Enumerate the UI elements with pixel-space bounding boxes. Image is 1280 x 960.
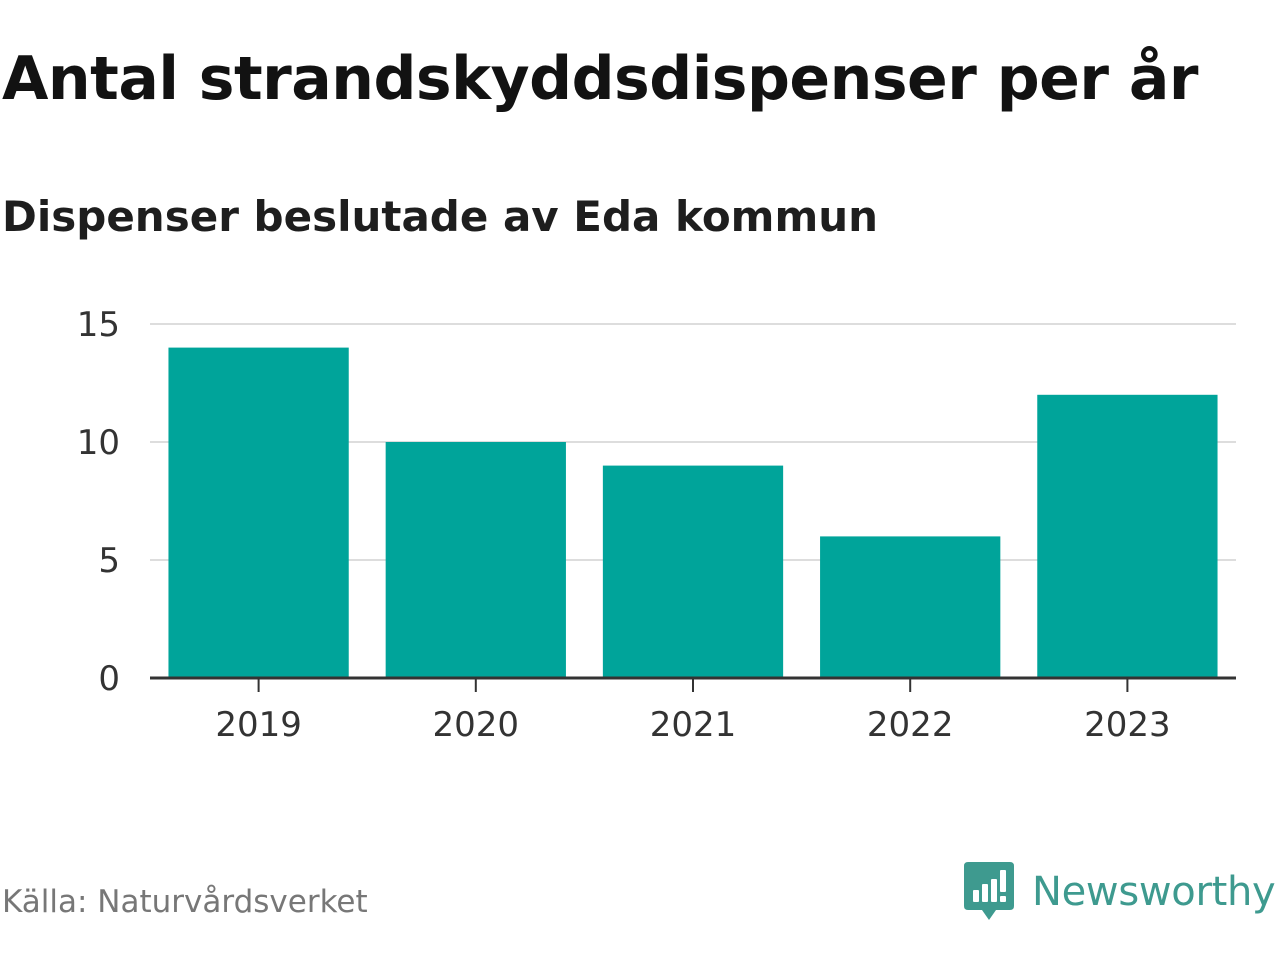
y-tick-label: 0: [98, 659, 120, 699]
y-tick-label: 5: [98, 541, 120, 581]
x-tick-label: 2020: [433, 705, 520, 745]
y-tick-label: 15: [77, 305, 120, 345]
x-tick-label: 2023: [1084, 705, 1171, 745]
chart-subtitle: Dispenser beslutade av Eda kommun: [2, 192, 879, 241]
brand-logo: Newsworthy: [964, 862, 1276, 922]
y-tick-label: 10: [77, 423, 120, 463]
chart-title: Antal strandskyddsdispenser per år: [2, 44, 1198, 114]
x-tick-label: 2021: [650, 705, 737, 745]
x-tick-label: 2022: [867, 705, 954, 745]
brand-name: Newsworthy: [1032, 869, 1276, 915]
bar-2023: [1037, 394, 1218, 678]
bar-2020: [385, 442, 566, 678]
bar-2019: [168, 347, 349, 678]
bar-2022: [820, 536, 1001, 678]
newsworthy-logo-icon: [964, 862, 1014, 920]
x-tick-label: 2019: [215, 705, 302, 745]
bar-2021: [602, 465, 784, 678]
source-note: Källa: Naturvårdsverket: [2, 884, 368, 920]
